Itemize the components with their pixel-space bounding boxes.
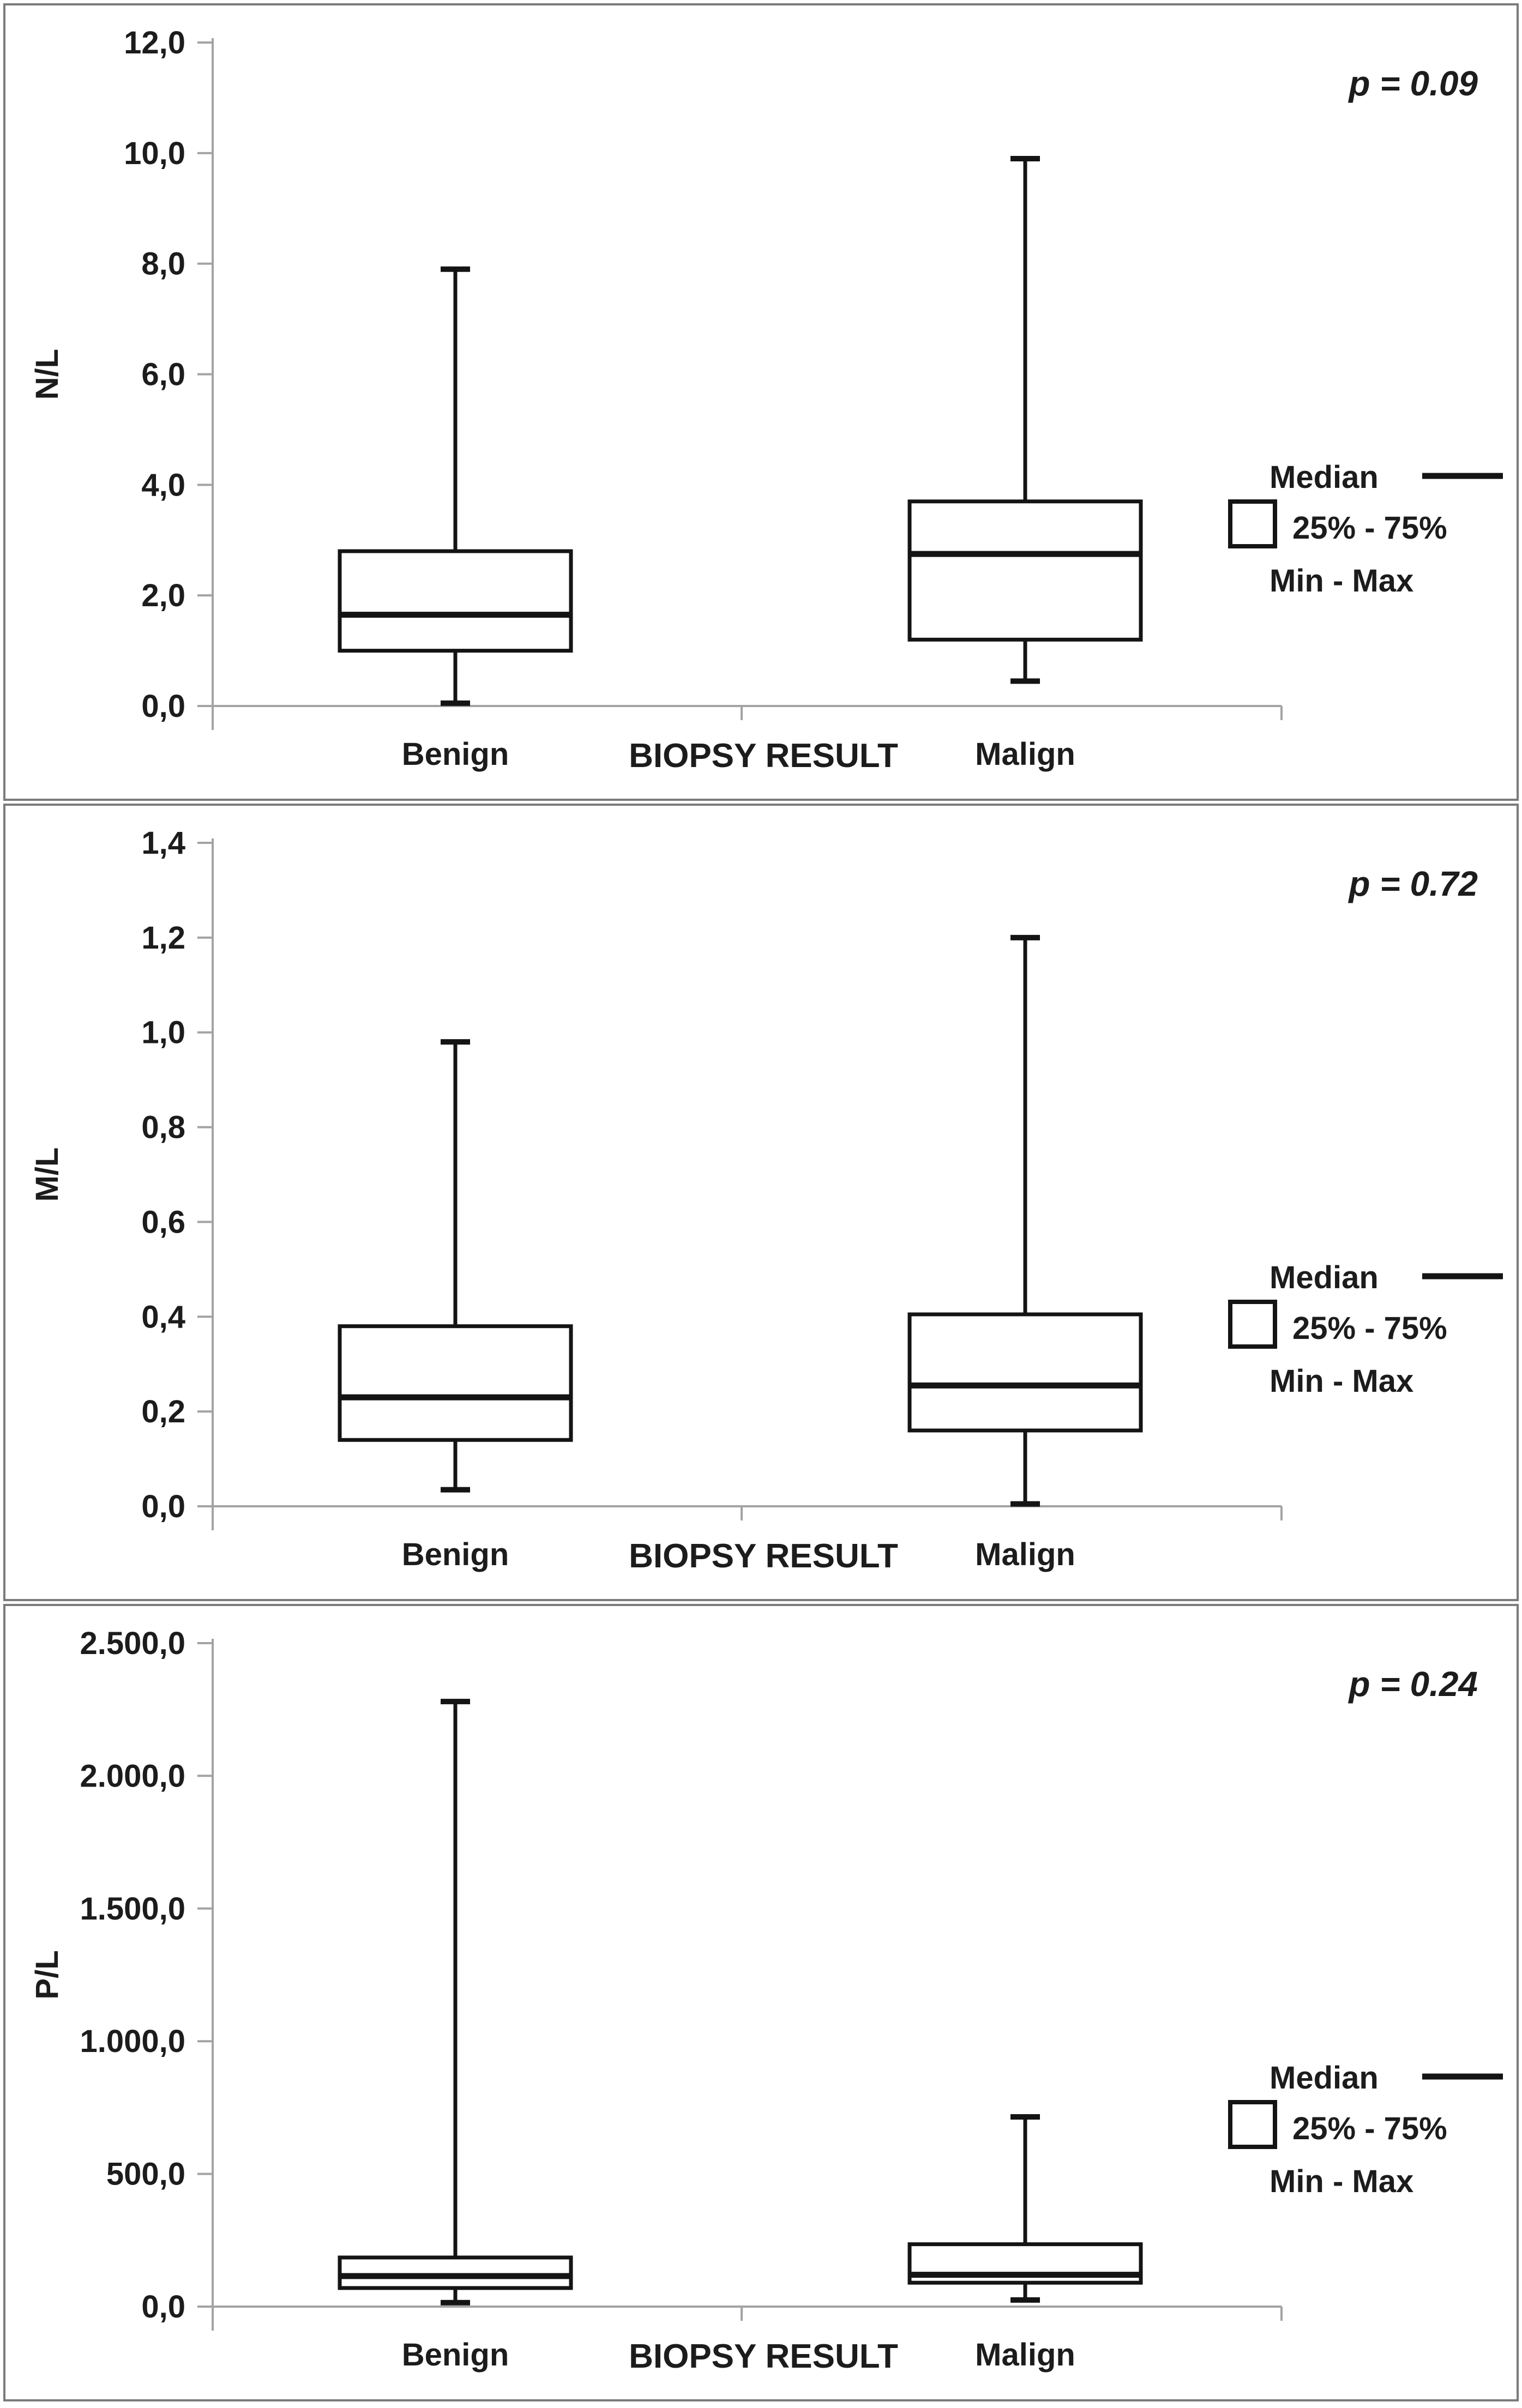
y-axis-title: M/L (29, 1148, 65, 1202)
p-value-label: p = 0.24 (1347, 1664, 1478, 1704)
legend-minmax-label: Min - Max (1270, 2164, 1413, 2199)
category-label: Benign (402, 2337, 509, 2373)
legend-median-label: Median (1270, 2060, 1379, 2096)
legend-iqr-label: 25% - 75% (1292, 1311, 1447, 1346)
y-tick-label: 0,0 (141, 1489, 185, 1524)
y-tick-label: 6,0 (141, 357, 185, 393)
box-malign (907, 934, 1143, 1507)
y-tick-label: 1,0 (141, 1015, 185, 1051)
y-tick-label: 1,2 (141, 920, 185, 956)
x-axis-title: BIOPSY RESULT (629, 1537, 898, 1575)
box-benign (338, 1699, 573, 2306)
iqr-box (338, 1324, 573, 1442)
legend-iqr-label: 25% - 75% (1292, 510, 1447, 546)
category-label: Benign (402, 1537, 509, 1572)
panel-pl: 0,0 500,0 1.000,0 1.500,0 2.000,0 2.500,0 P/L B… (3, 1604, 1519, 2401)
legend-median-label: Median (1270, 460, 1379, 495)
panel-nl: 0,0 2,0 4,0 6,0 8,0 10,0 12,0 N/L Benign Malign BI… (3, 3, 1519, 801)
legend-iqr-label: 25% - 75% (1292, 2111, 1447, 2146)
boxplot-figure: 0,0 2,0 4,0 6,0 8,0 10,0 12,0 N/L Benign Malign BI… (3, 3, 1519, 2401)
iqr-box (907, 1312, 1143, 1433)
y-tick-label: 0,4 (141, 1299, 185, 1335)
ml-boxplot-chart: 0,0 0,2 0,4 0,6 0,8 1,0 1,2 1,4 M/L Benign Malign B… (29, 825, 1503, 1575)
category-label: Malign (975, 2337, 1075, 2373)
x-axis-title: BIOPSY RESULT (629, 737, 898, 775)
y-axis-title: P/L (29, 1950, 65, 1999)
y-axis-title: N/L (29, 349, 65, 400)
legend: Median 25% - 75% Min - Max (1228, 2060, 1503, 2199)
box-malign (907, 155, 1143, 684)
iqr-box (338, 2255, 573, 2290)
y-tick-label: 8,0 (141, 246, 185, 282)
category-label: Benign (402, 737, 509, 772)
p-value-label: p = 0.09 (1347, 64, 1478, 103)
legend-minmax-label: Min - Max (1270, 563, 1413, 599)
category-label: Malign (975, 737, 1075, 772)
y-tick-label: 2.500,0 (80, 1626, 185, 1661)
y-tick-label: 1,4 (141, 825, 185, 861)
y-tick-label: 0,6 (141, 1204, 185, 1240)
category-label: Malign (975, 1537, 1075, 1572)
y-tick-label: 500,0 (106, 2157, 185, 2192)
legend-iqr-box-symbol (1228, 499, 1277, 548)
y-tick-label: 0,8 (141, 1110, 185, 1145)
y-tick-label: 10,0 (124, 136, 185, 171)
y-tick-label: 2,0 (141, 578, 185, 613)
y-tick-label: 0,2 (141, 1394, 185, 1429)
legend-median-label: Median (1270, 1260, 1379, 1295)
panel-ml: 0,0 0,2 0,4 0,6 0,8 1,0 1,2 1,4 M/L Benign Malign B… (3, 804, 1519, 1601)
legend-iqr-box-symbol (1228, 2100, 1277, 2149)
x-axis-title: BIOPSY RESULT (629, 2338, 898, 2375)
y-tick-label: 2.000,0 (80, 1758, 185, 1794)
legend: Median 25% - 75% Min - Max (1228, 460, 1503, 599)
box-benign (338, 1039, 573, 1493)
iqr-box (907, 499, 1143, 642)
iqr-box (338, 549, 573, 653)
y-tick-label: 0,0 (141, 2289, 185, 2325)
legend-iqr-box-symbol (1228, 1300, 1277, 1349)
box-malign (907, 2114, 1143, 2303)
nl-boxplot-chart: 0,0 2,0 4,0 6,0 8,0 10,0 12,0 N/L Benign Malign BI… (29, 25, 1503, 775)
pl-boxplot-chart: 0,0 500,0 1.000,0 1.500,0 2.000,0 2.500,0 P/L B… (29, 1626, 1503, 2375)
y-tick-label: 1.500,0 (80, 1891, 185, 1927)
legend-minmax-label: Min - Max (1270, 1363, 1413, 1399)
y-tick-label: 0,0 (141, 689, 185, 724)
legend: Median 25% - 75% Min - Max (1228, 1260, 1503, 1399)
y-tick-label: 12,0 (124, 25, 185, 61)
p-value-label: p = 0.72 (1347, 864, 1478, 903)
box-benign (338, 266, 573, 706)
y-tick-label: 1.000,0 (80, 2024, 185, 2059)
y-tick-label: 4,0 (141, 467, 185, 503)
